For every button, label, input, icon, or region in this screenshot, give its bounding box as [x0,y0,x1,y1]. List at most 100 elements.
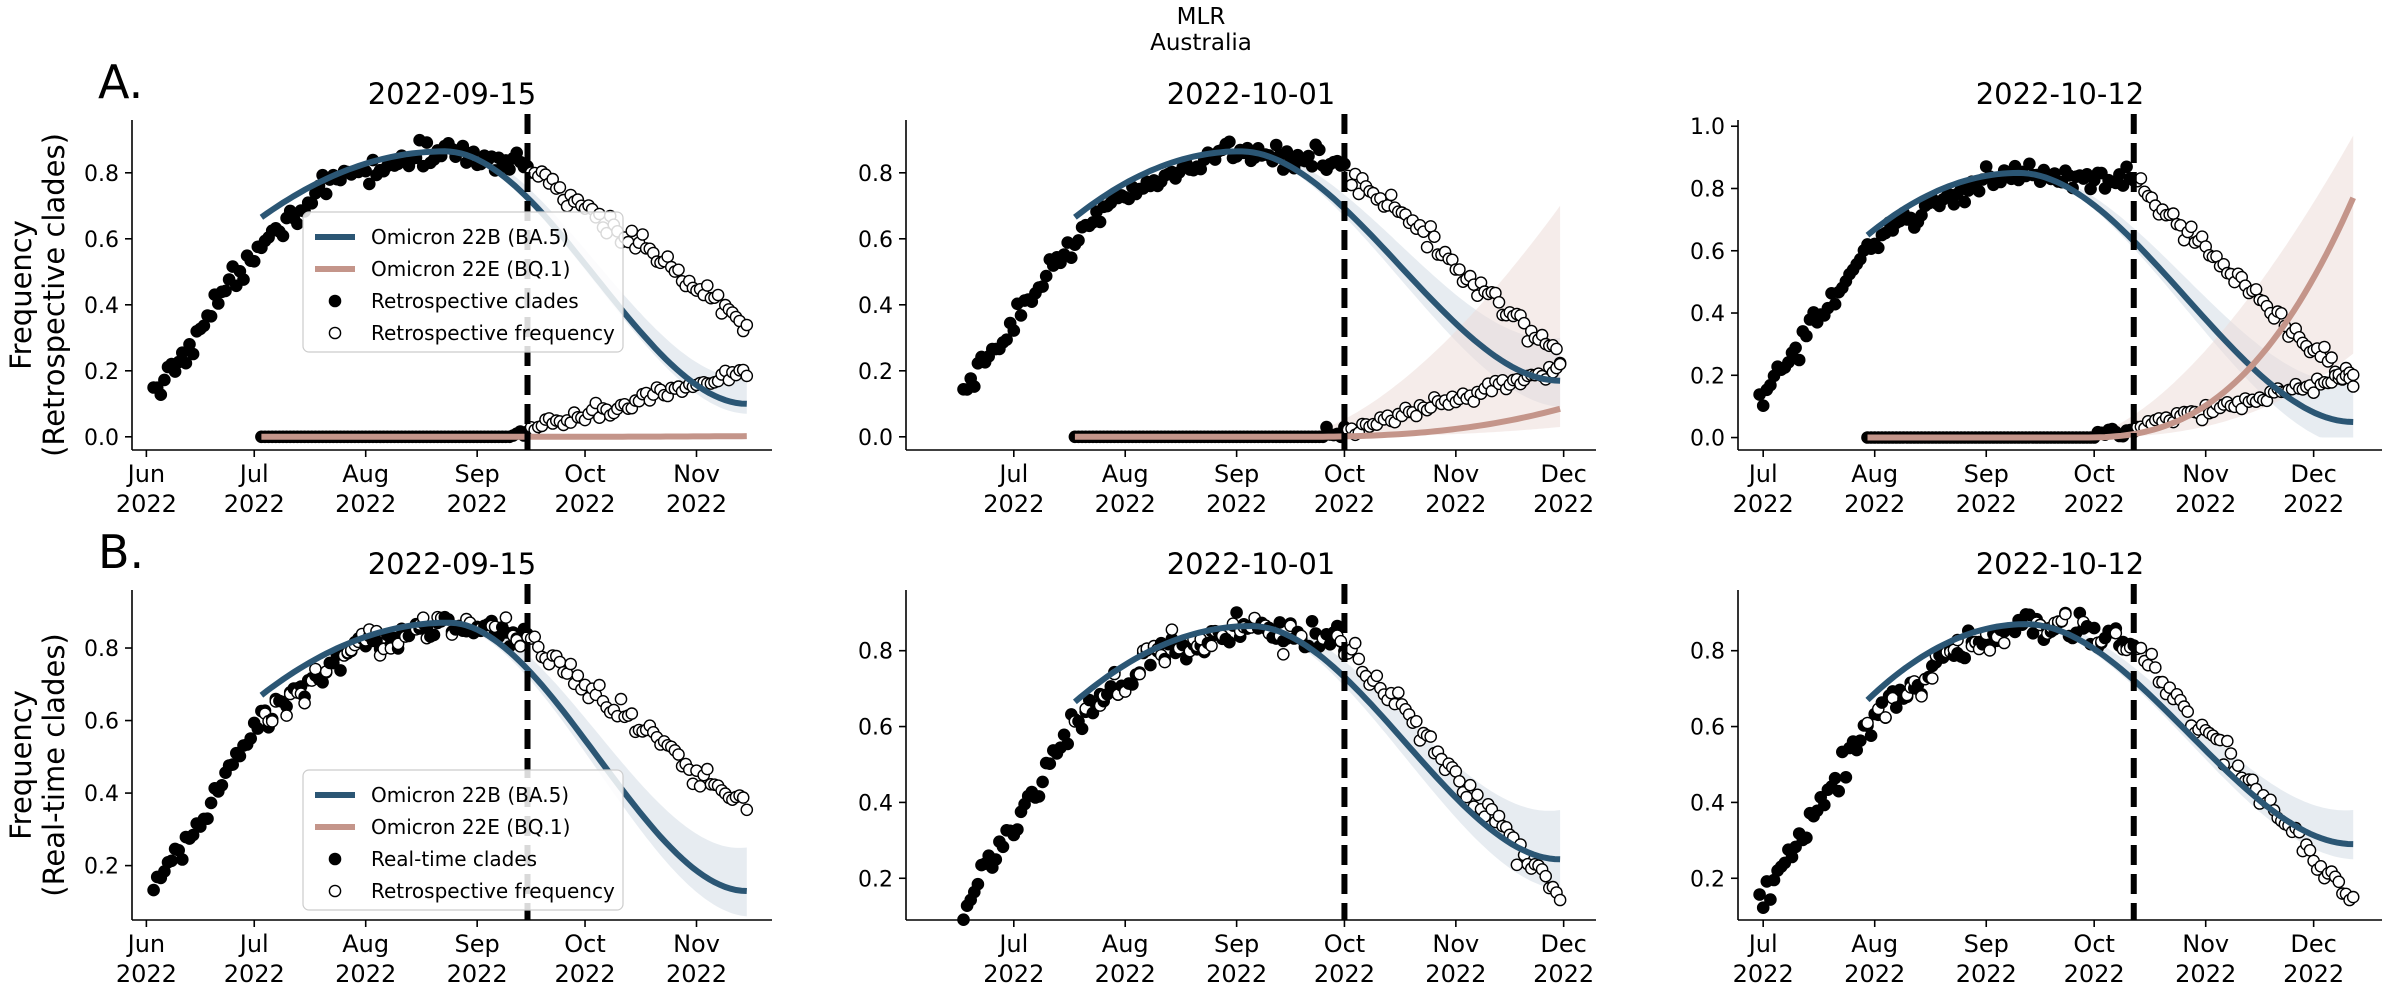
x-tick-label-year: 2022 [335,960,396,988]
x-tick-label-month: Oct [564,930,606,958]
x-tick-label-month: Jul [997,460,1028,488]
realtime-clade-point [186,828,200,842]
realtime-clade-point [1890,701,1903,714]
x-tick-label-year: 2022 [1956,960,2017,988]
retrospective-frequency-point [1553,893,1567,907]
row-label-a: A. [98,55,143,109]
chart-panel-0-1: 0.00.20.40.60.8Jul2022Aug2022Sep2022Oct2… [858,77,1596,518]
retrospective-frequency-point [1463,778,1477,792]
x-tick-label-year: 2022 [2175,960,2236,988]
realtime-clade-point [186,347,200,361]
retrospective-frequency-point [553,655,567,669]
realtime-clade-point [2120,160,2133,174]
retrospective-frequency-point [614,692,628,706]
legend-label: Real-time clades [371,847,537,871]
x-tick-label-year: 2022 [2064,490,2125,518]
retrospective-frequency-point [1471,788,1484,802]
x-tick-label-year: 2022 [2064,960,2125,988]
y-tick-label: 0.8 [84,637,119,662]
x-tick-label-month: Aug [342,930,389,958]
bq1-fit-line [1867,196,2356,441]
retrospective-frequency-point [1133,667,1146,681]
retrospective-frequency-point [2332,875,2346,889]
retrospective-frequency-point [499,611,513,624]
observed-points [957,606,1567,927]
y-tick-label: 0.8 [84,162,119,187]
chart-panel-1-1: 0.20.40.60.8Jul2022Aug2022Sep2022Oct2022… [858,547,1596,988]
row-label-b: B. [98,525,144,579]
retrospective-frequency-point [672,748,685,761]
x-tick-label-year: 2022 [116,490,177,518]
figure-title: MLR [1177,4,1226,30]
x-tick-label-month: Oct [2073,930,2115,958]
realtime-clade-point [1832,784,1845,798]
retrospective-frequency-point [1392,686,1405,700]
x-tick-label-month: Sep [1214,460,1259,488]
realtime-clade-point [244,732,257,745]
y-tick-label: 0.2 [84,360,119,385]
realtime-clade-point [1011,823,1024,836]
retrospective-frequency-point [2346,890,2360,904]
retrospective-frequency-point [514,640,527,653]
bq1-observed-point [2346,368,2360,382]
ylabel-row-b: Frequency (Real-time clades) [4,633,71,896]
y-tick-label: 0.0 [84,426,119,451]
x-tick-label-month: Oct [564,460,606,488]
x-tick-label-year: 2022 [1206,960,1267,988]
retrospective-frequency-point [625,707,639,720]
realtime-clade-point [1828,297,1842,311]
retrospective-frequency-point [2325,351,2338,364]
x-tick-label-year: 2022 [2175,490,2236,518]
realtime-clade-point [211,297,225,310]
retrospective-frequency-point [1492,295,1506,309]
realtime-clade-point [1302,149,1315,163]
panel-title: 2022-10-12 [1976,547,2145,581]
retrospective-frequency-point [2134,641,2148,655]
retrospective-frequency-point [1165,623,1179,637]
retrospective-frequency-point [636,228,649,241]
y-tick-label: 0.6 [84,710,119,735]
retrospective-frequency-point [2303,844,2317,857]
x-tick-label-month: Dec [1540,930,1586,958]
x-tick-label-month: Jun [126,460,166,488]
realtime-clade-point [1007,324,1021,337]
retrospective-frequency-point [1424,730,1437,743]
x-tick-label-month: Jul [997,930,1028,958]
realtime-clade-point [362,177,376,191]
ylabel-row-b-line2: (Real-time clades) [37,633,71,896]
retrospective-frequency-point [740,803,754,817]
ylabel-row-a-line2: (Retrospective clades) [37,133,71,457]
chart-panels: 0.00.20.40.60.8Jun2022Jul2022Aug2022Sep2… [84,77,2382,988]
bq1-fit-line [261,433,747,440]
retrospective-frequency-point [2145,647,2158,661]
legend-swatch-marker [328,294,342,308]
retrospective-frequency-point [564,657,578,671]
x-tick-label-month: Aug [1851,460,1898,488]
x-tick-label-year: 2022 [1956,490,2017,518]
realtime-clade-point [147,883,160,897]
legend-label: Omicron 22B (BA.5) [371,225,569,249]
x-tick-label-year: 2022 [1425,960,1486,988]
realtime-clade-point [1789,341,1802,355]
retrospective-frequency-point [2231,759,2245,773]
x-tick-label-year: 2022 [666,490,727,518]
realtime-clade-point [1230,606,1243,619]
panel-title: 2022-10-12 [1976,77,2145,111]
retrospective-frequency-point [1453,775,1466,788]
x-tick-label-month: Nov [2182,460,2229,488]
retrospective-frequency-point [740,318,754,332]
y-tick-label: 0.4 [84,782,119,807]
realtime-clade-point [204,796,218,810]
legend-label: Omicron 22E (BQ.1) [371,257,570,281]
realtime-clade-point [291,217,304,231]
x-tick-label-year: 2022 [1314,490,1375,518]
y-tick-label: 1.0 [1690,115,1725,140]
realtime-clade-point [1792,353,1806,367]
x-tick-label-month: Sep [1964,460,2009,488]
retrospective-frequency-point [1861,716,1874,730]
retrospective-frequency-point [2224,747,2238,760]
x-tick-label-month: Oct [1324,930,1366,958]
retrospective-frequency-point [2184,220,2198,234]
x-tick-label-year: 2022 [224,490,285,518]
y-tick-label: 0.4 [1690,791,1725,816]
